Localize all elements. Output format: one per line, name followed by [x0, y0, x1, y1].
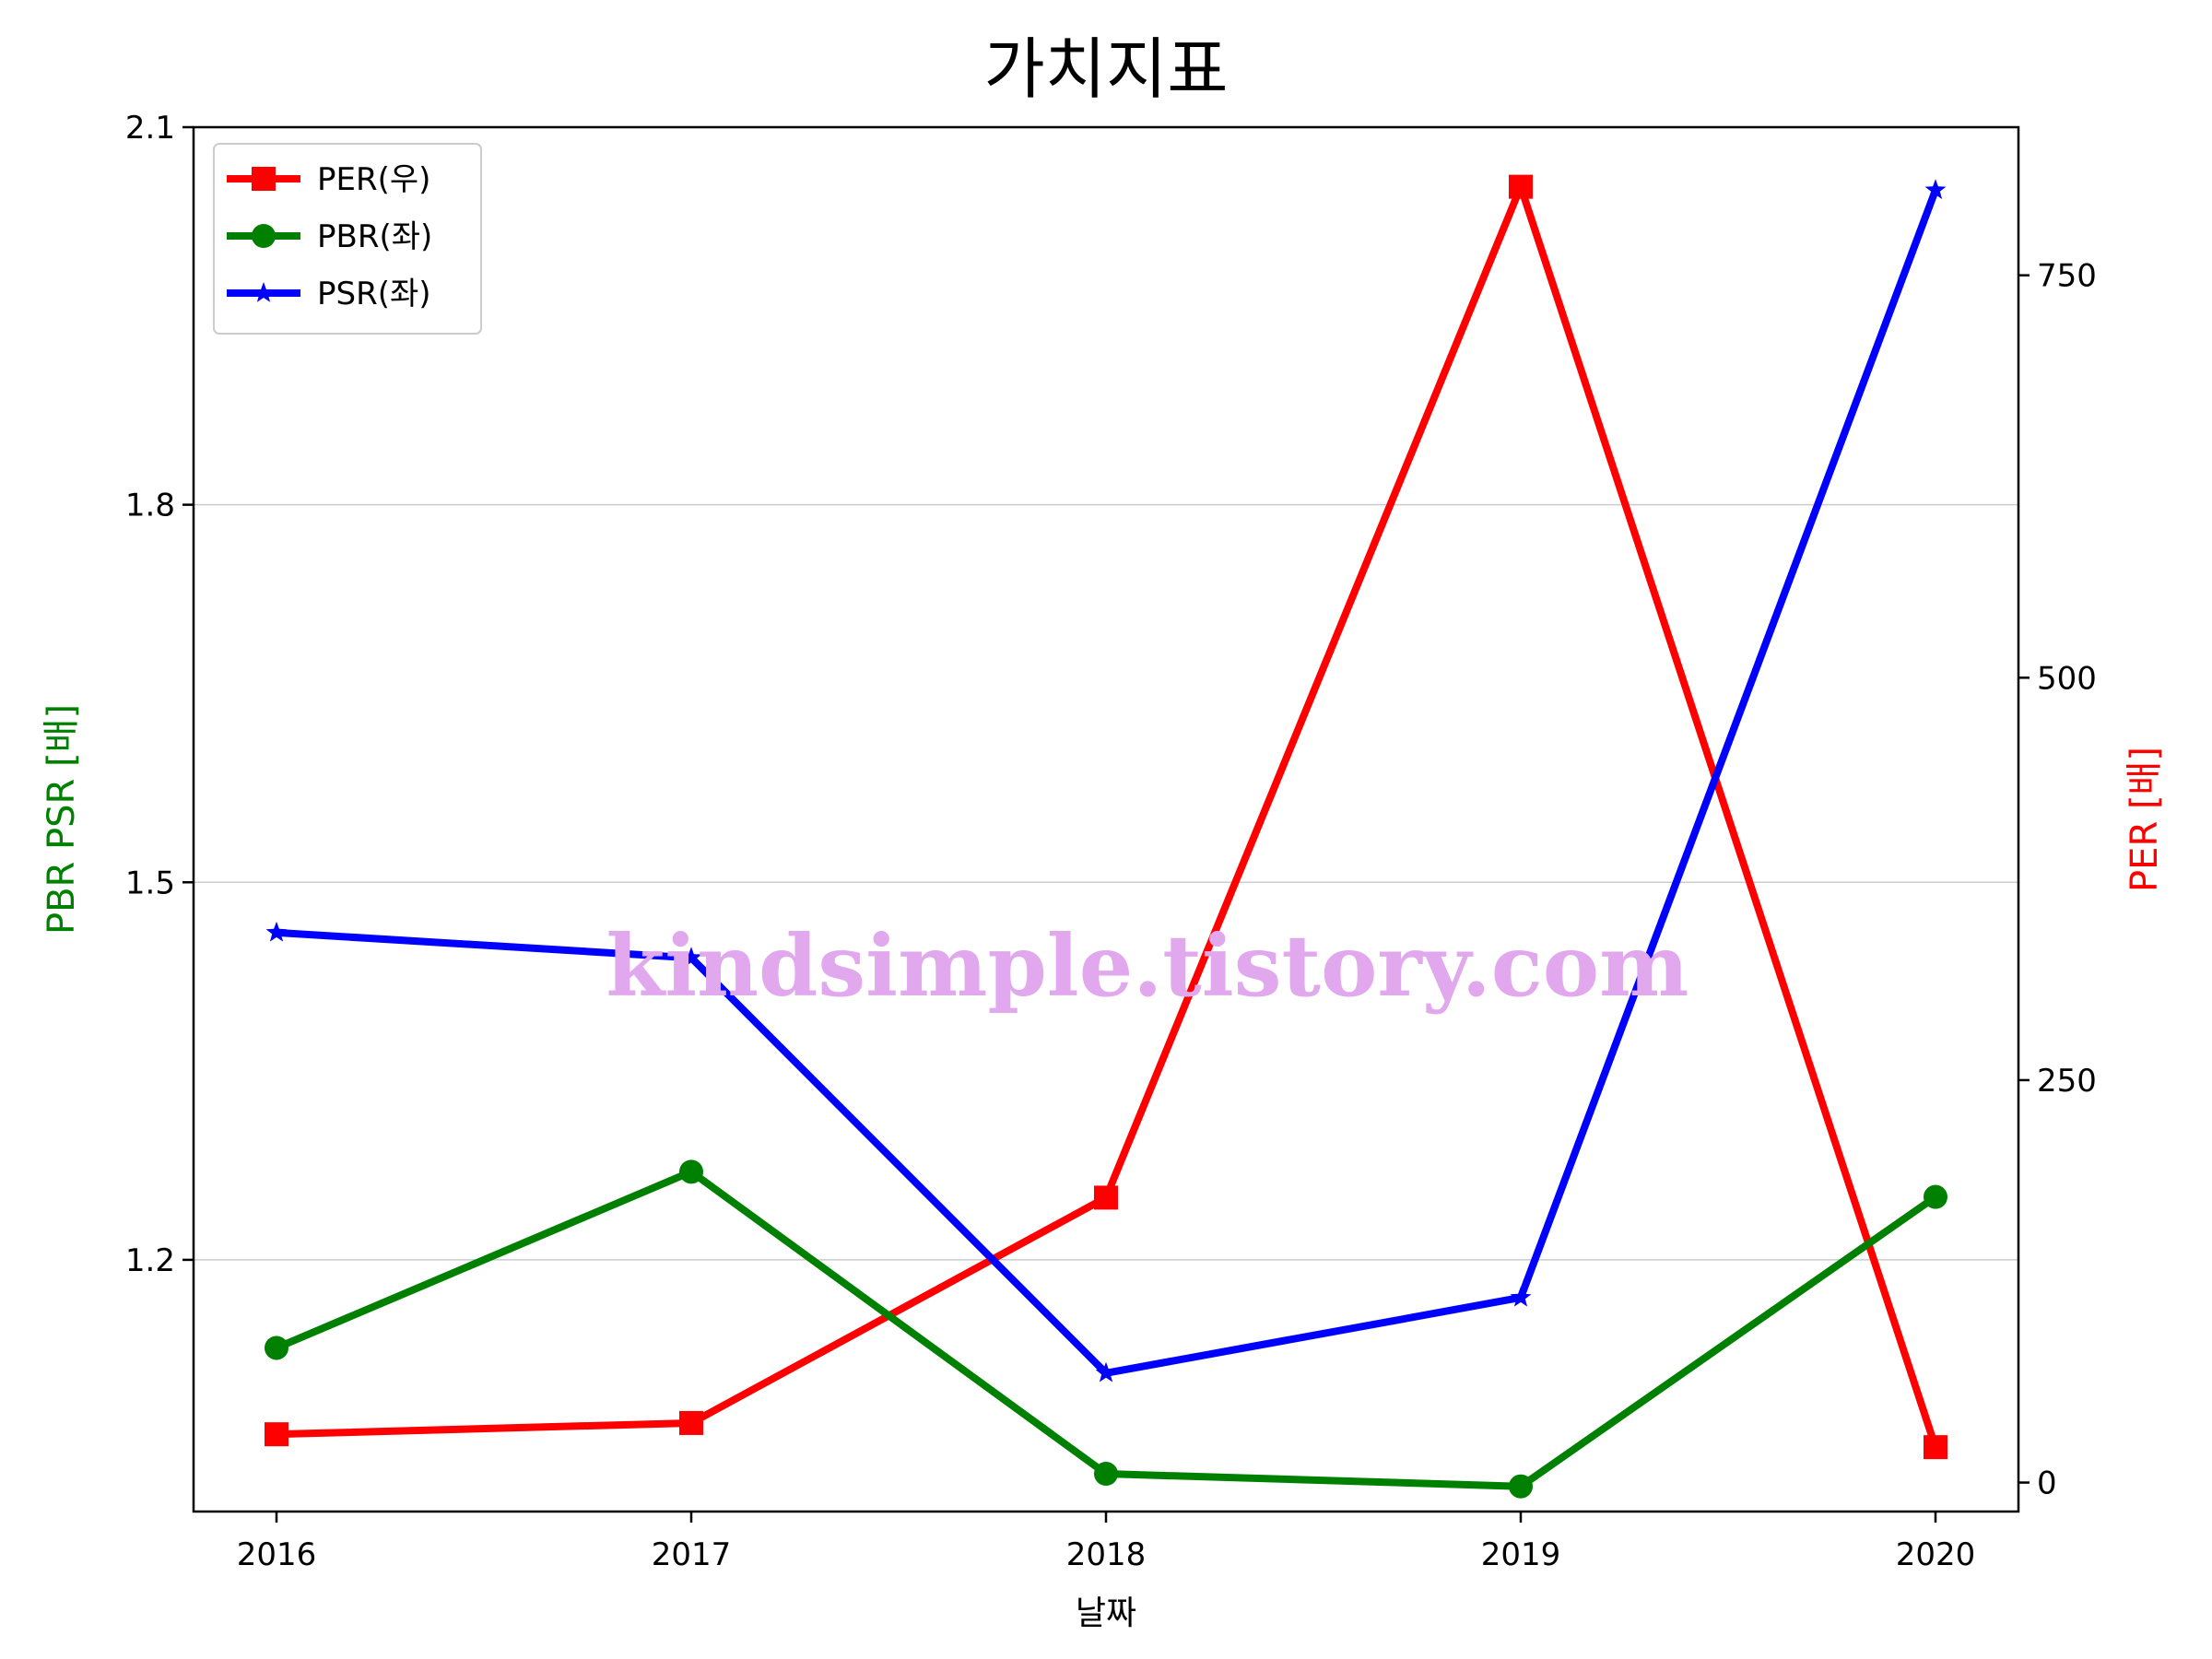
legend-box: [213, 143, 482, 335]
psr-point: [680, 947, 702, 967]
per-point: [1509, 174, 1533, 199]
psr-point: [1095, 1361, 1117, 1382]
x-tick-label: 2016: [237, 1536, 317, 1573]
psr-point: [265, 921, 288, 942]
y-left-tick-label: 1.2: [125, 1242, 175, 1279]
pbr-point: [1094, 1462, 1118, 1487]
psr-point: [1510, 1286, 1532, 1307]
per-series: [265, 174, 1947, 1460]
pbr-point: [1509, 1474, 1533, 1499]
legend-item-pbr: PBR(좌): [227, 218, 432, 255]
y-axis-left-label: PBR PSR [배]: [41, 704, 83, 935]
y-left-tick-label: 1.8: [125, 488, 175, 524]
per-point: [1924, 1435, 1947, 1460]
y-axis-right-label: PER [배]: [2124, 747, 2166, 892]
psr-point: [1924, 179, 1947, 199]
pbr-point: [1924, 1184, 1947, 1209]
legend: PER(우) PBR(좌) PSR(좌): [213, 143, 482, 335]
per-point: [265, 1422, 288, 1447]
x-tick-label: 2017: [652, 1536, 732, 1573]
legend-swatch-marker: [252, 224, 276, 248]
x-axis-label: 날짜: [1076, 1594, 1136, 1632]
legend-label: PSR(좌): [317, 276, 431, 312]
legend-swatch-marker: [253, 282, 275, 302]
per-point: [1094, 1185, 1118, 1210]
x-tick-label: 2019: [1481, 1536, 1561, 1573]
per-point: [679, 1410, 703, 1435]
pbr-point: [265, 1335, 288, 1360]
chart-title: 가치지표: [984, 30, 1229, 108]
per-line: [276, 182, 1939, 1449]
legend-item-psr: PSR(좌): [227, 276, 431, 312]
legend-label: PER(우): [317, 161, 430, 198]
y-axis-left: 1.2 1.5 1.8 2.1: [125, 110, 194, 1279]
pbr-point: [679, 1159, 703, 1184]
y-left-tick-label: 2.1: [125, 110, 175, 147]
y-right-tick-label: 0: [2037, 1465, 2057, 1502]
watermark-text: kindsimple.tistory.com: [606, 916, 1688, 1016]
y-left-tick-label: 1.5: [125, 865, 175, 901]
x-axis: 2016 2017 2018 2019 2020: [237, 1512, 1976, 1573]
legend-item-per: PER(우): [227, 161, 430, 198]
y-axis-right: 0 250 500 750: [2018, 258, 2097, 1502]
x-tick-label: 2020: [1896, 1536, 1976, 1573]
psr-series: [265, 179, 1947, 1382]
pbr-series: [265, 1159, 1947, 1499]
pbr-line: [275, 1168, 1938, 1490]
y-right-tick-label: 250: [2037, 1063, 2097, 1100]
x-tick-label: 2018: [1066, 1536, 1147, 1573]
legend-swatch-marker: [252, 167, 276, 191]
series-lines: [265, 174, 1947, 1499]
y-right-tick-label: 750: [2037, 258, 2097, 295]
plot-area: [192, 125, 2020, 1513]
y-right-tick-label: 500: [2037, 660, 2097, 697]
legend-label: PBR(좌): [317, 218, 432, 255]
